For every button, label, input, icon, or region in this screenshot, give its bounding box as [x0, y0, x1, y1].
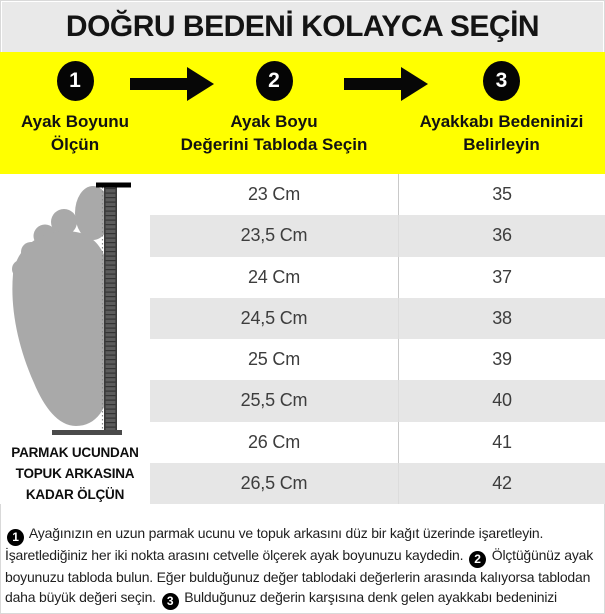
instructions-text: 1 Ayağınızın en uzun parmak ucunu ve top… — [0, 518, 605, 614]
foot-measure-illustration — [12, 182, 131, 435]
step-2-label: Ayak Boyu Değerini Tabloda Seçin — [180, 112, 368, 154]
step-3-number-icon: 3 — [483, 61, 520, 101]
table-row: 23,5 Cm 36 — [150, 215, 605, 257]
table-row: 26 Cm 41 — [150, 421, 605, 463]
step-1-label: Ayak Boyunu Ölçün — [20, 112, 129, 154]
main-content: PARMAK UCUNDAN TOPUK ARKASINA KADAR ÖLÇÜ… — [0, 174, 605, 504]
instruction-2-badge-icon: 2 — [469, 551, 487, 569]
cm-value: 25 Cm — [247, 349, 301, 370]
steps-band: 1 Ayak Boyunu Ölçün 2 Ayak Boyu Değerini… — [0, 52, 605, 174]
step-2: 2 Ayak Boyu Değerini Tabloda Seçin — [150, 52, 398, 156]
cm-value: 23 Cm — [247, 184, 301, 205]
cm-value: 24,5 Cm — [240, 307, 308, 328]
cm-value: 26,5 Cm — [240, 472, 308, 493]
table-row: 25,5 Cm 40 — [150, 380, 605, 422]
size-value: 37 — [398, 256, 605, 298]
foot-measure-panel: PARMAK UCUNDAN TOPUK ARKASINA KADAR ÖLÇÜ… — [0, 174, 150, 504]
step-1-number-icon: 1 — [56, 61, 94, 101]
table-row: 23 Cm 35 — [150, 174, 605, 216]
arrow-right-icon — [130, 67, 214, 101]
size-value: 39 — [398, 339, 605, 381]
arrow-right-icon — [344, 67, 428, 101]
size-value: 35 — [398, 174, 605, 216]
measure-hint: PARMAK UCUNDAN TOPUK ARKASINA KADAR ÖLÇÜ… — [11, 445, 139, 502]
size-value: 36 — [398, 215, 605, 257]
table-row: 26,5 Cm 42 — [150, 462, 605, 504]
cm-value: 25,5 Cm — [240, 390, 308, 411]
size-table: 23 Cm 35 23,5 Cm 36 24 Cm 37 24,5 Cm 38 … — [150, 174, 605, 504]
instruction-3-badge-icon: 3 — [161, 592, 179, 610]
cm-value: 26 Cm — [247, 431, 301, 452]
table-row: 24 Cm 37 — [150, 256, 605, 298]
cm-value: 24 Cm — [247, 266, 301, 287]
step-1: 1 Ayak Boyunu Ölçün — [0, 52, 150, 156]
cm-value: 23,5 Cm — [240, 225, 308, 246]
step-3: 3 Ayakkabı Bedeninizi Belirleyin — [398, 52, 605, 156]
size-value: 41 — [398, 421, 605, 463]
instruction-1-badge-icon: 1 — [7, 529, 24, 547]
instruction-2-text: Ölçtüğünüz ayak boyunuzu tabloda bulun. … — [5, 547, 594, 605]
size-value: 42 — [398, 462, 605, 504]
page-title: DOĞRU BEDENİ KOLAYCA SEÇİN — [65, 10, 540, 43]
instruction-1-text: Ayağınızın en uzun parmak ucunu ve topuk… — [5, 525, 544, 564]
table-row: 25 Cm 39 — [150, 339, 605, 381]
size-value: 40 — [398, 380, 605, 422]
table-row: 24,5 Cm 38 — [150, 297, 605, 339]
title-band: DOĞRU BEDENİ KOLAYCA SEÇİN — [2, 2, 603, 52]
instruction-3-text: Bulduğunuz değerin karşısına denk gelen … — [5, 588, 557, 614]
step-2-number-icon: 2 — [255, 61, 293, 101]
size-value: 38 — [398, 297, 605, 339]
step-3-label: Ayakkabı Bedeninizi Belirleyin — [419, 112, 584, 154]
